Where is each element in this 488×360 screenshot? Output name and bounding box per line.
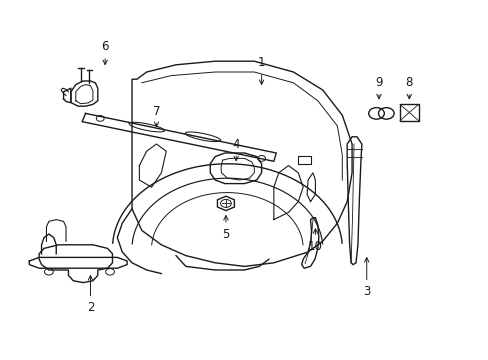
Bar: [399, 104, 418, 121]
Text: 7: 7: [152, 105, 160, 126]
Text: 8: 8: [405, 76, 412, 99]
Text: 3: 3: [362, 258, 370, 298]
Text: 10: 10: [307, 229, 322, 253]
Text: 9: 9: [374, 76, 382, 99]
Text: 5: 5: [222, 216, 229, 240]
Bar: [297, 156, 311, 164]
Text: 6: 6: [101, 40, 109, 64]
Text: 4: 4: [232, 138, 240, 161]
Text: 1: 1: [257, 57, 265, 84]
Text: 2: 2: [86, 276, 94, 314]
